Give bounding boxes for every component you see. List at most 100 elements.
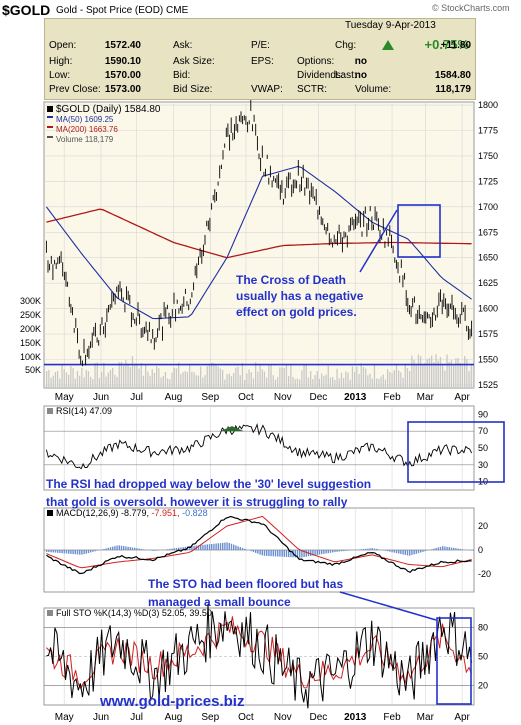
y-tick-label: 20 — [478, 521, 488, 531]
quote-label: Options: — [297, 56, 335, 67]
macd-histogram-bar — [59, 550, 61, 553]
quote-label: Open: — [49, 40, 77, 51]
volume-bar — [327, 365, 329, 388]
x-tick-label: Mar — [417, 712, 435, 723]
volume-bar — [406, 368, 409, 388]
volume-bar — [81, 367, 83, 388]
volume-bar — [349, 379, 351, 388]
macd-histogram-bar — [281, 550, 283, 557]
x-tick-label: Feb — [383, 712, 401, 723]
volume-bar — [248, 369, 250, 388]
volume-bar — [149, 375, 151, 388]
volume-bar — [61, 364, 63, 388]
volume-bar — [90, 376, 92, 388]
annotation-arrow — [359, 209, 398, 273]
volume-bar — [442, 364, 444, 388]
volume-bar — [65, 372, 68, 388]
volume-bar — [417, 354, 420, 388]
macd-histogram-bar — [136, 548, 138, 550]
volume-bar — [334, 380, 336, 388]
volume-bar — [103, 362, 105, 388]
volume-bar — [215, 364, 217, 388]
macd-histogram-bar — [72, 550, 74, 555]
macd-histogram-bar — [87, 550, 90, 553]
volume-bar — [455, 358, 457, 388]
macd-histogram-bar — [435, 548, 437, 550]
macd-histogram-bar — [171, 548, 173, 550]
volume-bar — [420, 356, 422, 388]
macd-histogram-bar — [409, 550, 411, 556]
macd-histogram-bar — [250, 550, 252, 552]
macd-histogram-bar — [74, 550, 76, 555]
volume-bar — [257, 371, 259, 388]
volume-tick-label: 150K — [20, 338, 41, 348]
volume-bar — [162, 376, 164, 388]
macd-histogram-bar — [314, 550, 316, 556]
volume-bar — [272, 375, 274, 388]
volume-bar — [96, 362, 98, 388]
macd-histogram-bar — [52, 550, 54, 553]
highlight-box — [436, 617, 472, 705]
x-tick-label: Dec — [309, 712, 327, 723]
volume-bar — [435, 354, 437, 388]
quote-label: Chg: — [335, 40, 357, 51]
volume-bar — [310, 371, 312, 388]
macd-histogram-bar — [270, 550, 272, 557]
volume-bar — [351, 366, 354, 388]
volume-bar — [255, 362, 257, 388]
volume-bar — [87, 371, 90, 388]
volume-bar — [142, 375, 145, 388]
macd-histogram-bar — [420, 550, 422, 553]
macd-histogram-bar — [453, 547, 455, 550]
cross-of-death-annotation: usually has a negative — [236, 289, 364, 303]
macd-histogram-bar — [94, 550, 96, 552]
x-tick-label: Jul — [130, 392, 143, 403]
macd-histogram-bar — [46, 550, 48, 552]
volume-bar — [252, 378, 255, 388]
macd-histogram-bar — [109, 547, 112, 550]
volume-bar — [277, 377, 279, 388]
macd-histogram-bar — [61, 550, 63, 554]
y-tick-label: 1625 — [478, 278, 498, 288]
macd-histogram-bar — [413, 550, 415, 555]
macd-histogram-bar — [338, 550, 340, 552]
legend-swatch — [47, 116, 53, 118]
volume-bar — [292, 377, 294, 388]
macd-histogram-bar — [393, 550, 395, 553]
macd-histogram-bar — [200, 545, 202, 550]
macd-histogram-bar — [358, 549, 360, 550]
volume-bar — [85, 369, 87, 388]
macd-histogram-bar — [107, 547, 109, 550]
volume-bar — [391, 373, 393, 388]
macd-histogram-bar — [470, 550, 472, 551]
macd-histogram-bar — [142, 549, 145, 550]
volume-bar — [211, 362, 213, 388]
volume-bar — [472, 363, 475, 388]
legend-swatch — [47, 610, 53, 616]
volume-bar — [123, 365, 125, 388]
legend-swatch — [47, 408, 53, 414]
quote-label: Bid Size: — [173, 84, 213, 95]
volume-bar — [369, 373, 371, 388]
macd-histogram-bar — [50, 550, 52, 553]
y-tick-label: 50 — [478, 652, 488, 662]
x-tick-label: May — [55, 712, 74, 723]
macd-histogram-bar — [123, 546, 125, 550]
macd-histogram-bar — [391, 550, 393, 553]
volume-bar — [186, 372, 189, 388]
volume-bar — [46, 371, 48, 388]
volume-bar — [365, 368, 367, 388]
macd-histogram-bar — [336, 550, 338, 552]
x-tick-label: Aug — [165, 712, 183, 723]
macd-histogram-bar — [184, 546, 186, 550]
macd-histogram-bar — [153, 550, 156, 551]
macd-histogram-bar — [178, 547, 180, 550]
volume-bar — [147, 371, 149, 388]
macd-histogram-bar — [65, 550, 68, 554]
macd-histogram-bar — [395, 550, 398, 554]
macd-histogram-bar — [459, 548, 461, 550]
rsi-annotation: The RSI had dropped way below the '30' l… — [46, 477, 371, 491]
volume-bar — [178, 362, 180, 388]
macd-histogram-bar — [219, 543, 222, 550]
macd-histogram-bar — [173, 548, 175, 550]
